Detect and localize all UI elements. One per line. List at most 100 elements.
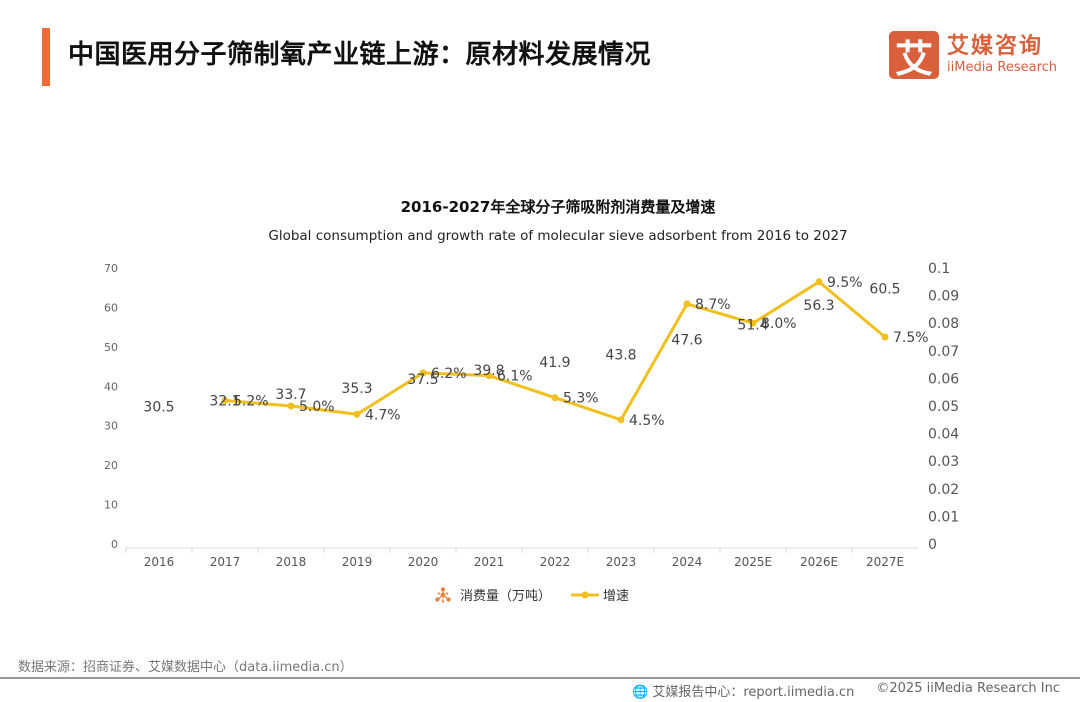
molecule-icon: [210, 422, 240, 452]
x-tick-label: 2018: [276, 555, 307, 569]
y-left-tick-label: 70: [104, 262, 118, 275]
logo-en: iiMedia Research: [947, 60, 1058, 75]
molecule-icon: [210, 483, 240, 513]
molecule-icon: [672, 483, 702, 513]
x-tick-label: 2020: [408, 555, 439, 569]
bar-2017: [210, 417, 240, 544]
molecule-icon: [540, 452, 570, 483]
legend-consumption: 消费量（万吨）: [460, 589, 551, 604]
bar-value-label: 47.6: [671, 332, 702, 348]
molecule-icon: [672, 513, 702, 544]
growth-label: 4.7%: [365, 407, 401, 423]
legend: 消费量（万吨） 增速: [434, 587, 629, 604]
bar-value-label: 37.5: [407, 372, 438, 388]
y-left-tick-label: 30: [104, 420, 118, 433]
y-left-tick-label: 50: [104, 341, 118, 354]
molecule-icon: [210, 513, 240, 544]
growth-label: 8.0%: [761, 316, 797, 332]
bar-value-label: 51.4: [737, 317, 768, 333]
bar-value-label: 30.5: [143, 400, 174, 416]
molecule-icon: [804, 452, 834, 483]
x-tick-label: 2026E: [800, 555, 838, 569]
growth-point: [485, 372, 493, 380]
molecule-icon: [606, 371, 636, 391]
y-right-tick-label: 0.03: [928, 454, 959, 470]
molecule-icon: [738, 391, 768, 422]
y-right-tick-label: 0: [928, 537, 937, 553]
bar-value-label: 35.3: [341, 381, 372, 397]
y-right-tick-label: 0.09: [928, 289, 959, 305]
footer: 🌐 艾媒报告中心：report.iimedia.cn ©2025 iiMedia…: [632, 681, 1060, 700]
report-center-link[interactable]: 🌐 艾媒报告中心：report.iimedia.cn: [631, 685, 855, 700]
chart-title: 2016-2027年全球分子筛吸附剂消费量及增速: [401, 198, 716, 216]
molecule-icon: [474, 422, 504, 452]
y-right-tick-label: 0.02: [928, 482, 959, 498]
y-right-tick-label: 0.01: [928, 509, 959, 525]
growth-point: [221, 396, 229, 404]
molecule-icon: [408, 452, 438, 483]
bar-value-label: 41.9: [539, 355, 570, 371]
growth-label: 6.2%: [431, 366, 467, 382]
x-tick-label: 2022: [540, 555, 571, 569]
bar-2026E: [804, 322, 834, 544]
page-title: 中国医用分子筛制氧产业链上游：原材料发展情况: [68, 40, 652, 70]
molecule-icon: [738, 341, 768, 361]
molecule-icon: [804, 513, 834, 544]
growth-label: 6.1%: [497, 369, 533, 385]
molecule-icon: [870, 513, 900, 544]
chart-subtitle: Global consumption and growth rate of mo…: [268, 228, 847, 244]
molecule-icon: [276, 452, 306, 483]
y-left-tick-label: 60: [104, 301, 118, 314]
bar-value-label: 32.1: [209, 393, 240, 409]
growth-point: [551, 394, 559, 402]
y-left-tick-label: 20: [104, 459, 118, 472]
molecule-icon: [144, 452, 174, 483]
molecule-icon: [672, 391, 702, 422]
x-tick-label: 2027E: [866, 555, 904, 569]
y-right-tick-label: 0.04: [928, 427, 959, 443]
growth-point: [881, 333, 889, 341]
bar-value-label: 33.7: [275, 387, 306, 403]
report-center-text: 艾媒报告中心：report.iimedia.cn: [652, 685, 855, 700]
molecule-icon: [276, 422, 306, 452]
molecule-icon: [870, 391, 900, 422]
bar-2022: [540, 378, 570, 544]
bar-2025E: [738, 341, 768, 544]
x-tick-label: 2017: [210, 555, 241, 569]
x-tick-label: 2025E: [734, 555, 772, 569]
growth-label: 5.0%: [299, 399, 335, 415]
molecule-icon: [144, 513, 174, 544]
molecule-icon: [804, 483, 834, 513]
logo-cn: 艾媒咨询: [947, 34, 1044, 59]
molecule-icon: [474, 513, 504, 544]
growth-label: 9.5%: [827, 275, 863, 291]
molecule-icon: [672, 422, 702, 452]
molecule-icon: [870, 483, 900, 513]
molecule-icon: [606, 513, 636, 544]
y-right-tick-label: 0.1: [928, 261, 950, 277]
molecule-icon: [474, 483, 504, 513]
bar-2021: [474, 387, 504, 544]
growth-point: [815, 278, 823, 286]
y-left-tick-label: 40: [104, 380, 118, 393]
molecule-icon: [804, 422, 834, 452]
y-right-tick-label: 0.06: [928, 371, 959, 387]
growth-point: [353, 410, 361, 418]
molecule-icon: [276, 483, 306, 513]
molecule-icon: [408, 483, 438, 513]
molecule-icon: [606, 452, 636, 483]
molecule-icon: [540, 483, 570, 513]
footer-divider: [0, 677, 1080, 679]
title-accent-bar: [42, 28, 50, 86]
molecule-icon: [408, 422, 438, 452]
growth-label: 7.5%: [893, 330, 929, 346]
y-right-tick-label: 0.07: [928, 344, 959, 360]
molecule-icon: [738, 513, 768, 544]
molecule-icon: [738, 483, 768, 513]
growth-label: 8.7%: [695, 297, 731, 313]
legend-growth: 增速: [603, 589, 629, 604]
x-tick-label: 2019: [342, 555, 373, 569]
x-tick-label: 2016: [144, 555, 175, 569]
legend-pictograph-icon: [434, 587, 452, 603]
